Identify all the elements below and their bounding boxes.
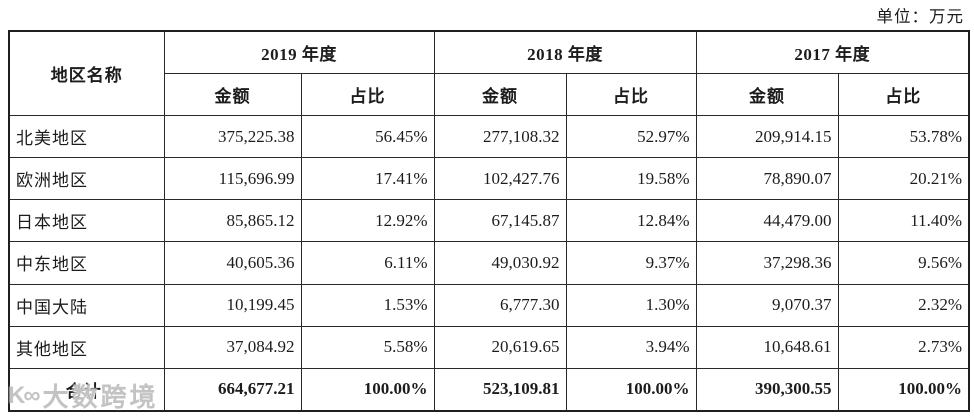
ratio-cell: 11.40% — [837, 199, 970, 243]
amount-cell: 664,677.21 — [163, 367, 302, 412]
ratio-cell: 12.92% — [300, 199, 435, 243]
region-cell: 欧洲地区 — [8, 157, 165, 201]
table-row-total: 合计 664,677.21 100.00% 523,109.81 100.00%… — [8, 367, 970, 412]
amount-cell: 277,108.32 — [433, 114, 567, 159]
region-cell: 中东地区 — [8, 241, 165, 285]
ratio-cell: 56.45% — [300, 114, 435, 159]
year-header-2017: 2017 年度 — [695, 30, 970, 74]
ratio-cell: 100.00% — [565, 367, 697, 412]
amount-cell: 523,109.81 — [433, 367, 567, 412]
total-label-cell: 合计 — [8, 367, 165, 412]
ratio-cell: 5.58% — [300, 325, 435, 369]
ratio-header-2018: 占比 — [565, 73, 697, 116]
ratio-cell: 17.41% — [300, 157, 435, 201]
amount-cell: 10,648.61 — [695, 325, 839, 369]
amount-cell: 85,865.12 — [163, 199, 302, 243]
year-header-2018: 2018 年度 — [433, 30, 697, 74]
region-name-header: 地区名称 — [8, 30, 165, 116]
ratio-header-2019: 占比 — [300, 73, 435, 116]
amount-cell: 49,030.92 — [433, 241, 567, 285]
region-cell: 其他地区 — [8, 325, 165, 369]
amount-cell: 67,145.87 — [433, 199, 567, 243]
amount-cell: 20,619.65 — [433, 325, 567, 369]
unit-label: 单位：万元 — [876, 7, 964, 26]
region-cell: 中国大陆 — [8, 283, 165, 327]
table-row-japan: 日本地区 85,865.12 12.92% 67,145.87 12.84% 4… — [8, 199, 970, 243]
ratio-cell: 100.00% — [300, 367, 435, 412]
amount-header-2017: 金额 — [695, 73, 839, 116]
amount-cell: 102,427.76 — [433, 157, 567, 201]
ratio-cell: 52.97% — [565, 114, 697, 159]
year-header-row: 地区名称 2019 年度 2018 年度 2017 年度 — [8, 30, 970, 116]
ratio-cell: 100.00% — [837, 367, 970, 412]
amount-cell: 390,300.55 — [695, 367, 839, 412]
ratio-cell: 2.73% — [837, 325, 970, 369]
ratio-cell: 9.56% — [837, 241, 970, 285]
amount-cell: 78,890.07 — [695, 157, 839, 201]
table-row-middle-east: 中东地区 40,605.36 6.11% 49,030.92 9.37% 37,… — [8, 241, 970, 285]
ratio-cell: 19.58% — [565, 157, 697, 201]
amount-cell: 37,298.36 — [695, 241, 839, 285]
ratio-cell: 3.94% — [565, 325, 697, 369]
amount-cell: 44,479.00 — [695, 199, 839, 243]
ratio-cell: 9.37% — [565, 241, 697, 285]
regional-revenue-table: 地区名称 2019 年度 2018 年度 2017 年度 金额 占比 金额 占比… — [8, 30, 970, 412]
ratio-cell: 20.21% — [837, 157, 970, 201]
amount-cell: 10,199.45 — [163, 283, 302, 327]
amount-header-2019: 金额 — [163, 73, 302, 116]
ratio-cell: 1.30% — [565, 283, 697, 327]
region-cell: 北美地区 — [8, 114, 165, 159]
table-row-europe: 欧洲地区 115,696.99 17.41% 102,427.76 19.58%… — [8, 157, 970, 201]
table-row-north-america: 北美地区 375,225.38 56.45% 277,108.32 52.97%… — [8, 114, 970, 159]
amount-cell: 6,777.30 — [433, 283, 567, 327]
ratio-cell: 12.84% — [565, 199, 697, 243]
ratio-cell: 2.32% — [837, 283, 970, 327]
amount-cell: 375,225.38 — [163, 114, 302, 159]
amount-cell: 115,696.99 — [163, 157, 302, 201]
table-row-mainland-china: 中国大陆 10,199.45 1.53% 6,777.30 1.30% 9,07… — [8, 283, 970, 327]
ratio-cell: 1.53% — [300, 283, 435, 327]
table-row-other-regions: 其他地区 37,084.92 5.58% 20,619.65 3.94% 10,… — [8, 325, 970, 369]
amount-cell: 209,914.15 — [695, 114, 839, 159]
region-cell: 日本地区 — [8, 199, 165, 243]
amount-cell: 40,605.36 — [163, 241, 302, 285]
sub-header-row: 金额 占比 金额 占比 金额 占比 — [9, 73, 970, 116]
amount-header-2018: 金额 — [433, 73, 567, 116]
ratio-header-2017: 占比 — [837, 73, 970, 116]
ratio-cell: 6.11% — [300, 241, 435, 285]
ratio-cell: 53.78% — [837, 114, 970, 159]
amount-cell: 9,070.37 — [695, 283, 839, 327]
year-header-2019: 2019 年度 — [163, 30, 435, 74]
amount-cell: 37,084.92 — [163, 325, 302, 369]
